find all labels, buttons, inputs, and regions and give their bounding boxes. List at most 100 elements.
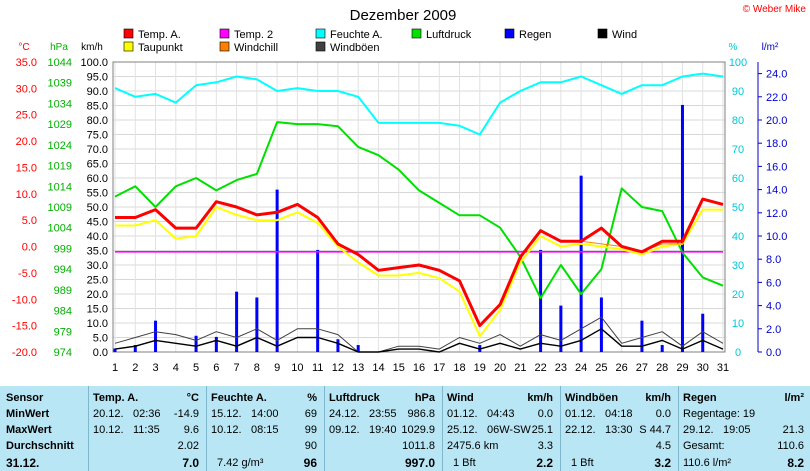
series-line-taupunkt — [115, 206, 723, 338]
x-tick-label: 18 — [453, 362, 465, 374]
rain-total-value: 110.6 — [777, 440, 804, 452]
x-tick-label: 13 — [352, 362, 364, 374]
hum-current-value: 96 — [303, 456, 317, 470]
legend-swatch — [219, 41, 230, 52]
temp-min-time: 02:36 — [133, 408, 161, 420]
hum-unit: % — [307, 392, 317, 404]
tick-label-speed: 40.0 — [87, 231, 108, 243]
tick-label-pressure: 1039 — [48, 78, 72, 90]
tick-label-humidity: 30 — [732, 260, 744, 272]
legend-swatch — [411, 28, 422, 39]
press-unit: hPa — [414, 392, 435, 404]
rain-days: Regentage: 19 — [683, 408, 756, 420]
tick-label-speed: 25.0 — [87, 275, 108, 287]
rain-max-value: 21.3 — [782, 424, 804, 436]
gust-max-value: S 44.7 — [639, 424, 671, 436]
rain-bar — [539, 249, 543, 352]
tick-label-temp: 35.0 — [16, 57, 37, 69]
stats-col-wind: Wind km/h 01.12. 04:43 0.0 25.12. 06W-SW… — [442, 386, 559, 471]
rain-bar — [701, 313, 705, 352]
tick-label-rain: 20.0 — [766, 115, 787, 127]
legend-label: Temp. A. — [138, 29, 181, 41]
rain-bar — [680, 104, 684, 352]
tick-label-speed: 95.0 — [87, 72, 108, 84]
stats-header-sensor: Sensor — [6, 392, 44, 404]
tick-label-speed: 100.0 — [80, 57, 108, 69]
rain-bar — [336, 339, 340, 352]
legend-swatch — [504, 28, 515, 39]
temp-current-value: 7.0 — [182, 456, 199, 470]
tick-label-speed: 10.0 — [87, 318, 108, 330]
tick-label-humidity: 20 — [732, 289, 744, 301]
gust-avg-value: 4.5 — [655, 440, 671, 452]
stats-col-temp: Temp. A. °C 20.12. 02:36 -14.9 10.12. 11… — [88, 386, 205, 471]
x-tick-label: 8 — [254, 362, 260, 374]
tick-label-pressure: 1014 — [48, 181, 72, 193]
tick-label-humidity: 60 — [732, 173, 744, 185]
legend-label: Taupunkt — [138, 42, 183, 54]
x-tick-label: 15 — [393, 362, 405, 374]
wind-max-dir: 06W-SW — [487, 424, 531, 436]
tick-label-rain: 14.0 — [766, 185, 787, 197]
rain-bar — [579, 175, 583, 352]
tick-label-pressure: 1009 — [48, 202, 72, 214]
tick-label-temp: -20.0 — [12, 347, 37, 359]
wind-min-value: 0.0 — [537, 408, 553, 420]
tick-label-pressure: 1034 — [48, 98, 72, 110]
wind-avg-value: 3.3 — [537, 440, 553, 452]
x-tick-label: 7 — [234, 362, 240, 374]
rain-max-date: 29.12. — [683, 424, 714, 436]
rain-bar — [235, 291, 239, 352]
press-header: Luftdruck — [329, 392, 380, 404]
axis-label-speed: km/h — [81, 42, 103, 53]
wind-distance: 2475.6 km — [447, 440, 499, 452]
gust-max-date: 22.12. — [565, 424, 596, 436]
rain-bar — [660, 345, 664, 352]
x-tick-label: 28 — [656, 362, 668, 374]
chart-title: Dezember 2009 — [350, 7, 457, 24]
axis-label-pressure: hPa — [50, 42, 68, 53]
press-min-date: 24.12. — [329, 408, 360, 420]
x-tick-label: 26 — [616, 362, 628, 374]
tick-label-temp: -10.0 — [12, 294, 37, 306]
tick-label-humidity: 10 — [732, 318, 744, 330]
x-tick-label: 27 — [636, 362, 648, 374]
x-tick-label: 22 — [534, 362, 546, 374]
tick-label-humidity: 80 — [732, 115, 744, 127]
x-tick-label: 14 — [372, 362, 384, 374]
press-current-value: 997.0 — [404, 456, 435, 470]
hum-max-date: 10.12. — [211, 424, 242, 436]
tick-label-speed: 50.0 — [87, 202, 108, 214]
stats-row-date: 31.12. — [6, 456, 40, 470]
rain-bar — [356, 345, 360, 352]
rain-bar — [275, 189, 279, 352]
tick-label-pressure: 999 — [54, 243, 72, 255]
axis-label-rain: l/m² — [762, 42, 779, 53]
temp-min-value: -14.9 — [173, 408, 199, 420]
press-min-time: 23:55 — [369, 408, 397, 420]
credit-text: © Weber Mike — [743, 4, 807, 15]
stats-col-humidity: Feuchte A. % 15.12. 14:00 69 10.12. 08:1… — [206, 386, 323, 471]
legend-label: Windböen — [330, 42, 380, 54]
hum-avg-value: 90 — [304, 440, 317, 452]
hum-header: Feuchte A. — [211, 392, 267, 404]
legend: Temp. A. Temp. 2 Feuchte A. Luftdruck Regen W… — [123, 28, 637, 54]
series-line-wind — [114, 328, 724, 353]
tick-label-pressure: 1019 — [48, 161, 72, 173]
x-tick-label: 12 — [332, 362, 344, 374]
tick-label-humidity: 40 — [732, 231, 744, 243]
legend-swatch — [315, 41, 326, 52]
tick-label-temp: 20.0 — [16, 136, 37, 148]
gust-unit: km/h — [645, 392, 671, 404]
stats-panel: Sensor MinWert MaxWert Durchschnitt 31.1… — [0, 386, 810, 471]
x-tick-label: 10 — [291, 362, 303, 374]
rain-bar — [194, 335, 198, 352]
tick-label-speed: 45.0 — [87, 217, 108, 229]
gust-min-value: 0.0 — [655, 408, 671, 420]
stats-row-min: MinWert — [6, 408, 50, 420]
tick-label-humidity: 70 — [732, 144, 744, 156]
stats-col-gust: Windböen km/h 01.12. 04:18 0.0 22.12. 13… — [560, 386, 677, 471]
stats-row-max: MaxWert — [6, 424, 52, 436]
press-max-time: 19:40 — [369, 424, 397, 436]
x-tick-label: 16 — [413, 362, 425, 374]
